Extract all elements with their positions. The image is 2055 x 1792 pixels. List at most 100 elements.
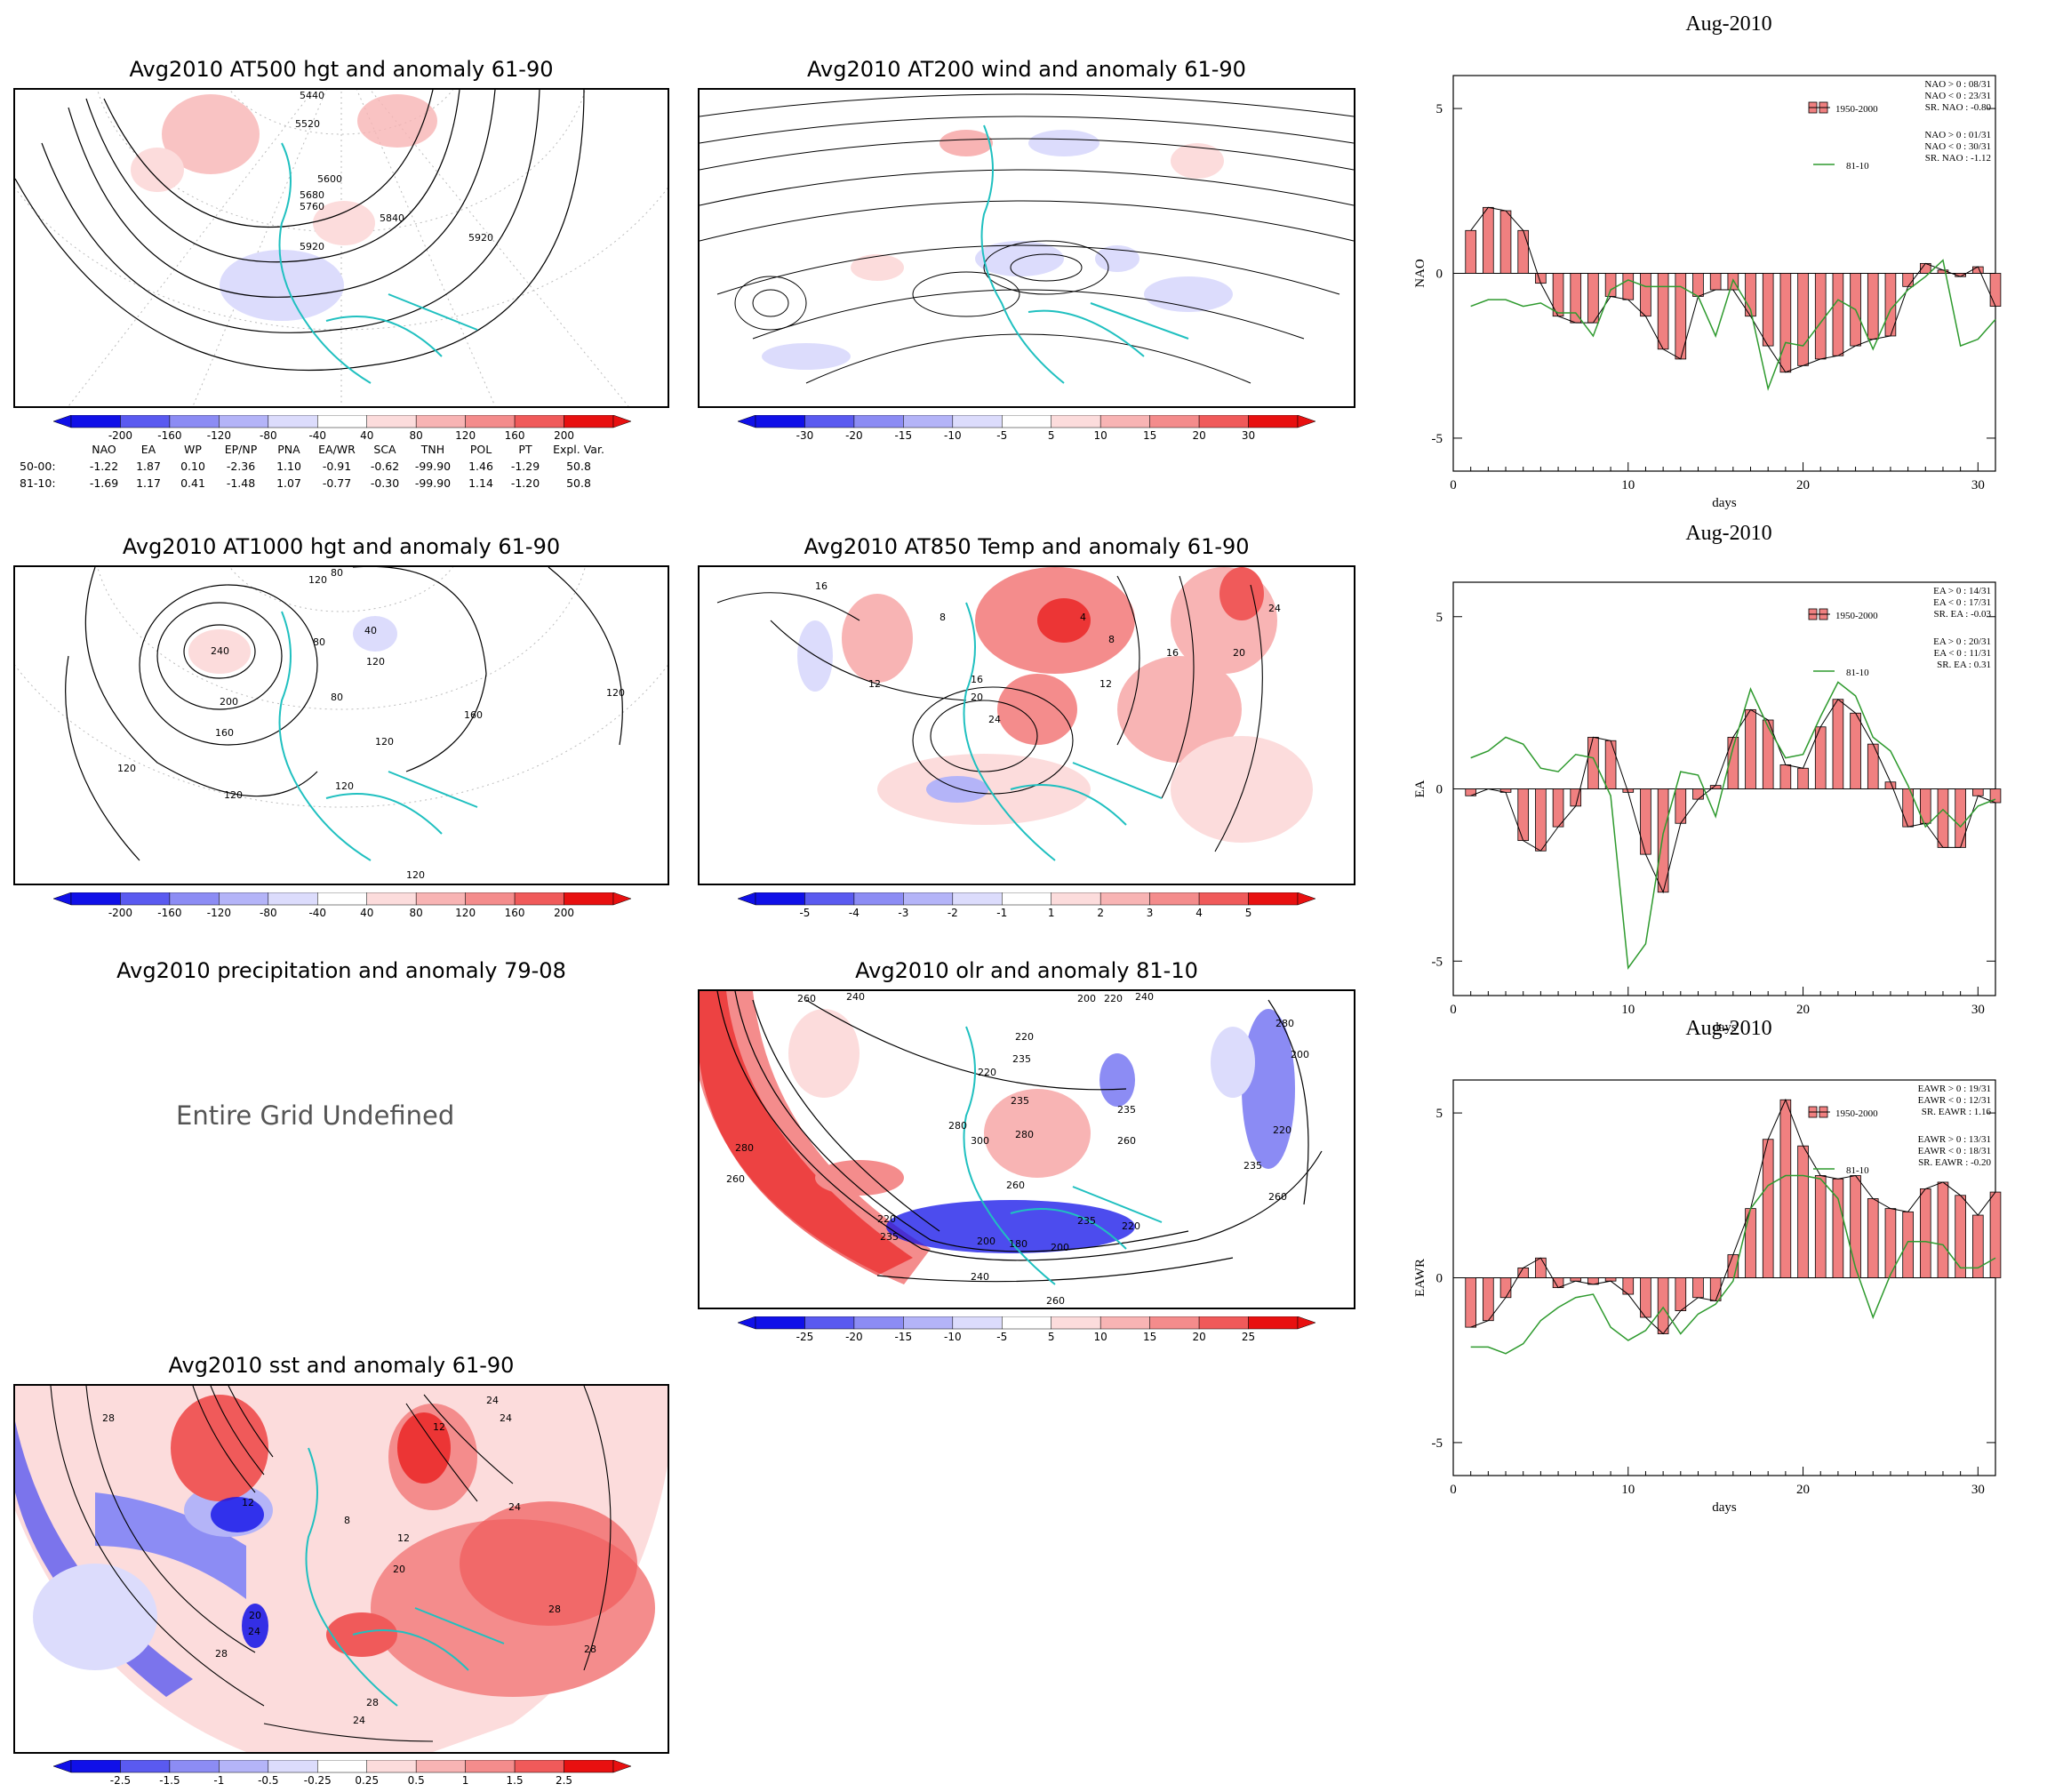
index-cell: -0.62 — [370, 460, 400, 473]
bar — [1797, 767, 1809, 789]
colorbar-swatch — [219, 892, 269, 906]
contour-label: 300 — [971, 1135, 989, 1147]
colorbar-swatch — [1002, 414, 1051, 428]
index-cell: -1.48 — [226, 476, 256, 490]
colorbar-tick-label: 1 — [1047, 907, 1055, 919]
index-cell: 1.10 — [276, 460, 301, 473]
colorbar-tick-label: -120 — [206, 907, 231, 919]
legend-stat: SR. EA : 0.31 — [1937, 660, 1991, 670]
index-cell: 1.17 — [136, 476, 161, 490]
index-header-cell: TNH — [420, 443, 445, 456]
contour-label: 120 — [335, 780, 354, 792]
series-line-81-10 — [1470, 1174, 1996, 1355]
index-header-cell: POL — [469, 443, 492, 456]
colorbar-tick-label: 80 — [409, 907, 423, 919]
colorbar-tick-label: 200 — [554, 907, 574, 919]
contour-label: 20 — [1233, 647, 1245, 659]
colorbar-swatch — [415, 892, 466, 906]
y-axis-label: NAO — [1413, 259, 1427, 288]
colorbar-swatch — [1149, 1316, 1200, 1330]
x-tick-label: 20 — [1796, 1003, 1810, 1017]
x-tick-label: 0 — [1450, 478, 1457, 492]
contour-label: 160 — [464, 709, 483, 721]
contour-label: 28 — [215, 1648, 228, 1660]
bar — [1745, 708, 1756, 789]
index-cell: -0.77 — [322, 476, 352, 490]
bar — [1867, 1198, 1879, 1278]
colorbar-tick-label: -1 — [996, 907, 1008, 919]
index-cell: -1.69 — [89, 476, 119, 490]
y-tick-label: 5 — [1436, 102, 1443, 116]
contour-label: 240 — [211, 645, 229, 657]
bar — [1937, 788, 1949, 848]
y-axis-label: EA — [1413, 780, 1427, 797]
contour-label: 5920 — [300, 241, 324, 252]
index-header-cell: EA — [140, 443, 156, 456]
index-table-header: NAO EA WP EP/NP PNA EA/WR SCA TNH POL PT… — [20, 441, 610, 458]
bar — [1499, 1277, 1512, 1299]
x-tick-label: 0 — [1450, 1483, 1457, 1497]
colorbar-arrow-left — [737, 1316, 756, 1330]
contour-label: 5680 — [300, 189, 324, 201]
bar — [1640, 1277, 1651, 1318]
contour-label: 5440 — [300, 90, 324, 101]
x-tick-label: 20 — [1796, 478, 1810, 492]
contour-label: 120 — [406, 869, 425, 881]
map-panel-sst: 28 12 20 24 8 12 20 24 28 28 24 28 24 28… — [13, 1384, 669, 1754]
colorbar-tick-label: -30 — [796, 429, 814, 442]
colorbar-swatch — [366, 1759, 417, 1773]
colorbar-tick-label: 160 — [504, 907, 525, 919]
bar — [1465, 1277, 1476, 1328]
bar — [1535, 273, 1547, 284]
legend-stat: EAWR < 0 : 12/31 — [1918, 1095, 1991, 1106]
bar — [1604, 1277, 1617, 1282]
colorbar-arrow-left — [52, 1759, 72, 1773]
chart-ea: 5 0 -5 0 10 20 30 days EA 1950-2000 81-10 EA > 0 : … — [1413, 581, 2002, 1035]
map-panel-at200 — [698, 88, 1355, 408]
y-tick-label: 0 — [1436, 783, 1443, 797]
map-title-at1000: Avg2010 AT1000 hgt and anomaly 61-90 — [122, 534, 561, 559]
colorbar-tick-label: -200 — [108, 907, 133, 919]
bar — [1867, 743, 1879, 789]
bar — [1762, 1139, 1774, 1278]
map-at850-graphic: 16 8 4 8 12 16 20 24 12 16 20 24 — [700, 567, 1354, 884]
map-at1000-graphic: 120 80 40 240 200 160 120 80 80 120 120 … — [15, 567, 668, 881]
colorbar-tick-label: 200 — [554, 429, 574, 442]
contour-label: 28 — [102, 1412, 115, 1424]
index-header-cell: EP/NP — [224, 443, 258, 456]
contour-label: 280 — [1275, 1018, 1294, 1029]
colorbar-swatch — [415, 1759, 466, 1773]
contour-label: 235 — [1077, 1215, 1096, 1227]
colorbar-tick-label: 120 — [455, 907, 476, 919]
colorbar-tick-label: -20 — [845, 1331, 863, 1343]
index-cell: -1.29 — [510, 460, 540, 473]
bar — [1797, 1145, 1809, 1278]
index-cell: 0.41 — [180, 476, 205, 490]
map-olr-graphic: 260 240 200 220 240 220 235 220 235 235 … — [700, 991, 1323, 1307]
contour-label: 200 — [220, 696, 238, 708]
contour-label: 280 — [948, 1120, 967, 1132]
colorbar-tick-label: -40 — [308, 429, 327, 442]
index-cell: -99.90 — [414, 476, 452, 490]
bar-line — [1470, 206, 1996, 373]
legend-stat: EAWR > 0 : 13/31 — [1918, 1134, 1991, 1145]
legend-stat: NAO > 0 : 01/31 — [1924, 130, 1991, 140]
colorbar-swatch — [755, 414, 805, 428]
colorbar-sst: -2.5 -1.5 -1 -0.5 -0.25 0.25 0.5 1 1.5 2.5 — [52, 1759, 632, 1787]
contour-label: 260 — [797, 993, 816, 1004]
chart-title-ea: Aug-2010 — [1685, 522, 1772, 545]
index-cell: -2.36 — [226, 460, 256, 473]
legend-label-series1: 1950-2000 — [1835, 611, 1878, 621]
bar — [1832, 273, 1844, 356]
contour-label: 24 — [1268, 603, 1281, 614]
colorbar-swatch — [1198, 892, 1249, 906]
x-tick-label: 20 — [1796, 1483, 1810, 1497]
legend-label-series2: 81-10 — [1846, 161, 1869, 172]
contour-label: 5520 — [295, 118, 320, 130]
colorbar-swatch — [903, 414, 954, 428]
bar — [1483, 1277, 1494, 1322]
index-cell: 1.87 — [136, 460, 161, 473]
index-cell: 50.8 — [566, 476, 591, 490]
contour-label: 260 — [1117, 1135, 1136, 1147]
colorbar-tick-label: 1 — [461, 1774, 469, 1787]
